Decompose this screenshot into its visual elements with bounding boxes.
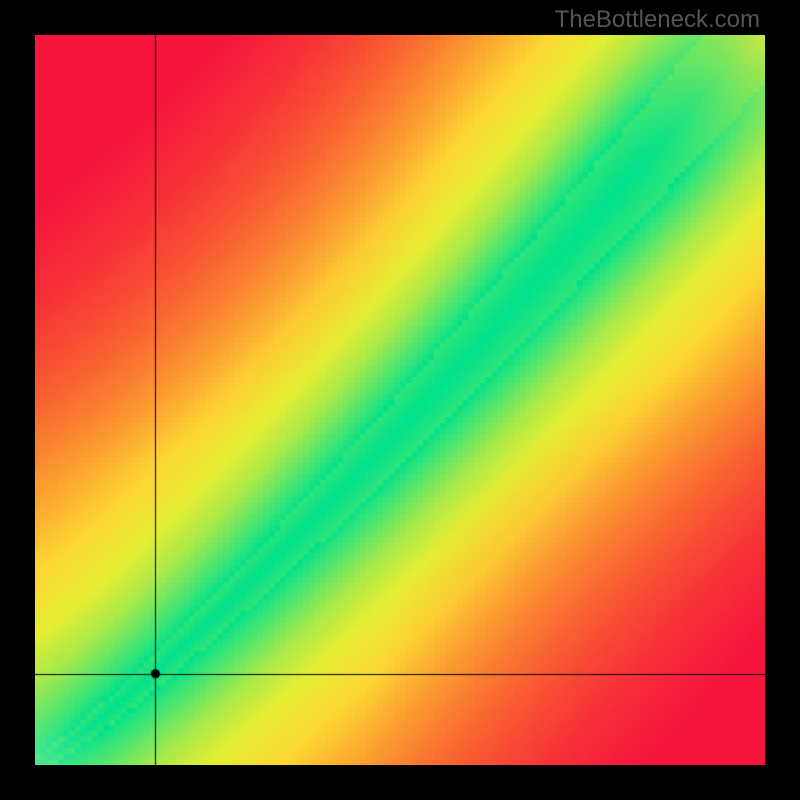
watermark-text: TheBottleneck.com (555, 6, 760, 34)
chart-container: { "canvas": { "width_px": 800, "height_p… (0, 0, 800, 800)
crosshair-overlay (35, 35, 765, 765)
